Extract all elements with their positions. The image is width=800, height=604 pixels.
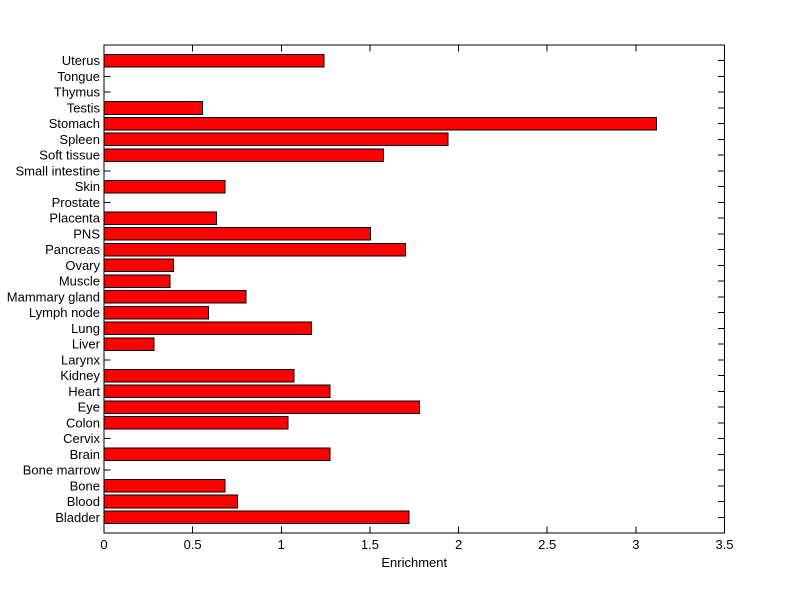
svg-text:Bladder: Bladder bbox=[55, 510, 100, 525]
svg-text:Spleen: Spleen bbox=[60, 132, 100, 147]
svg-text:Prostate: Prostate bbox=[52, 195, 100, 210]
svg-text:1.5: 1.5 bbox=[361, 537, 379, 552]
svg-text:Placenta: Placenta bbox=[49, 211, 100, 226]
svg-text:Mammary gland: Mammary gland bbox=[7, 289, 100, 304]
svg-text:Ovary: Ovary bbox=[65, 258, 100, 273]
svg-text:0: 0 bbox=[100, 537, 107, 552]
svg-text:1: 1 bbox=[278, 537, 285, 552]
svg-text:Larynx: Larynx bbox=[61, 352, 101, 367]
svg-text:2.5: 2.5 bbox=[538, 537, 556, 552]
svg-text:PNS: PNS bbox=[73, 226, 100, 241]
svg-text:Stomach: Stomach bbox=[49, 116, 100, 131]
svg-text:Pancreas: Pancreas bbox=[45, 242, 100, 257]
svg-text:Lung: Lung bbox=[71, 321, 100, 336]
svg-text:Brain: Brain bbox=[70, 447, 100, 462]
svg-text:Soft tissue: Soft tissue bbox=[39, 148, 100, 163]
svg-text:2: 2 bbox=[455, 537, 462, 552]
svg-text:Uterus: Uterus bbox=[62, 53, 101, 68]
svg-text:Bone: Bone bbox=[70, 478, 100, 493]
svg-text:Thymus: Thymus bbox=[54, 85, 101, 100]
svg-text:Muscle: Muscle bbox=[59, 274, 100, 289]
svg-text:Heart: Heart bbox=[68, 384, 100, 399]
svg-text:Small intestine: Small intestine bbox=[15, 163, 100, 178]
svg-text:Eye: Eye bbox=[78, 400, 100, 415]
svg-text:0.5: 0.5 bbox=[184, 537, 202, 552]
svg-text:Testis: Testis bbox=[67, 100, 101, 115]
svg-text:3.5: 3.5 bbox=[715, 537, 733, 552]
svg-text:Liver: Liver bbox=[72, 337, 101, 352]
svg-text:Skin: Skin bbox=[75, 179, 100, 194]
svg-text:3: 3 bbox=[632, 537, 639, 552]
svg-text:Cervix: Cervix bbox=[63, 431, 100, 446]
svg-text:Kidney: Kidney bbox=[60, 368, 100, 383]
svg-text:Tongue: Tongue bbox=[57, 69, 100, 84]
svg-text:Colon: Colon bbox=[66, 415, 100, 430]
svg-text:Blood: Blood bbox=[67, 494, 100, 509]
svg-text:Lymph node: Lymph node bbox=[29, 305, 100, 320]
svg-text:Enrichment: Enrichment bbox=[381, 555, 447, 570]
svg-text:Bone marrow: Bone marrow bbox=[23, 463, 101, 478]
